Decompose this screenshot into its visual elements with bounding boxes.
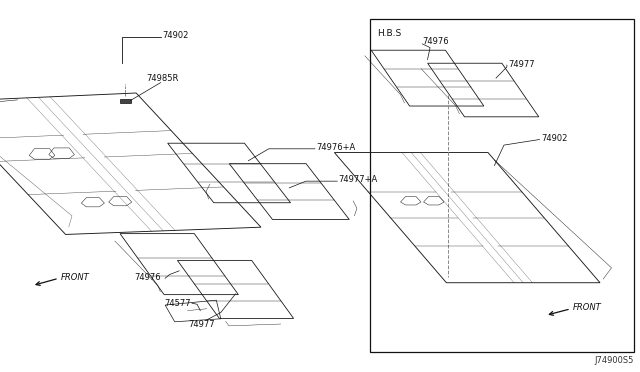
Bar	[370, 19, 634, 352]
Text: 74902: 74902	[541, 134, 567, 142]
Text: 74977: 74977	[188, 320, 215, 329]
Text: FRONT: FRONT	[61, 273, 90, 282]
Text: 74976: 74976	[422, 37, 449, 46]
Text: FRONT: FRONT	[573, 303, 602, 312]
Text: 74976: 74976	[134, 273, 161, 282]
Bar	[120, 99, 131, 103]
Text: 74577: 74577	[164, 299, 191, 308]
Text: 74985R: 74985R	[146, 74, 179, 83]
Text: H.B.S: H.B.S	[378, 29, 402, 38]
Text: J74900S5: J74900S5	[594, 356, 634, 365]
Text: 74977: 74977	[508, 60, 535, 69]
Text: 74977+A: 74977+A	[339, 175, 378, 184]
Text: 74976+A: 74976+A	[316, 143, 355, 152]
Text: 74902: 74902	[163, 31, 189, 40]
